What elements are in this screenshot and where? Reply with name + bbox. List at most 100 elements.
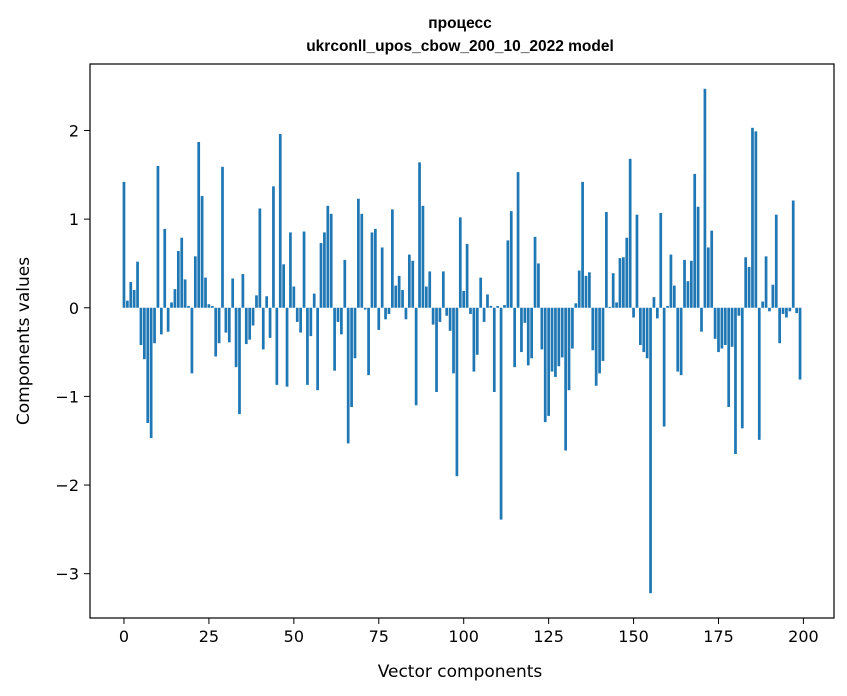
bar-77	[384, 307, 387, 320]
bar-15	[173, 289, 177, 308]
bar-64	[340, 307, 343, 335]
bar-43	[268, 307, 272, 338]
chart-title-line-2: ukrconll_upos_cbow_200_10_2022 model	[306, 38, 614, 55]
bar-137	[588, 272, 591, 308]
bar-14	[170, 302, 173, 308]
plot-area-frame	[89, 63, 835, 619]
bar-181	[737, 307, 741, 316]
y-tick-label: 2	[69, 121, 79, 140]
bar-0	[122, 181, 126, 308]
bar-17	[180, 237, 184, 308]
bar-197	[791, 200, 795, 308]
bar-119	[526, 307, 530, 366]
bar-6	[143, 307, 146, 360]
x-tick-label: 0	[119, 627, 129, 646]
bar-96	[448, 307, 452, 331]
bar-169	[696, 206, 700, 308]
bar-29	[221, 166, 224, 308]
bar-130	[564, 307, 567, 451]
bar-146	[618, 258, 622, 308]
bar-4	[136, 261, 139, 308]
bar-180	[734, 307, 737, 455]
x-tick-label: 125	[533, 627, 564, 646]
bar-21	[193, 256, 197, 308]
x-tick-label: 25	[199, 627, 219, 646]
bar-81	[397, 275, 401, 308]
bar-105	[479, 277, 483, 308]
bar-133	[574, 303, 578, 308]
bar-74	[374, 228, 377, 308]
y-tick-label: −1	[55, 387, 79, 406]
bar-189	[764, 256, 768, 308]
x-tick-label: 175	[703, 627, 734, 646]
bar-28	[217, 307, 221, 344]
bar-19	[187, 305, 190, 308]
bar-101	[465, 243, 469, 308]
bar-194	[781, 307, 785, 314]
bar-61	[329, 213, 333, 308]
bar-34	[238, 307, 241, 415]
ticks-group: 0 25 50 75 100 125 150 175 200 −3 −2 −1 0 1 2	[55, 121, 818, 646]
bar-176	[720, 307, 724, 349]
bar-30	[224, 307, 228, 333]
bar-108	[489, 305, 493, 308]
bar-90	[428, 271, 432, 308]
bar-73	[370, 232, 374, 308]
bar-187	[757, 307, 761, 440]
x-tick-label: 75	[369, 627, 389, 646]
bar-76	[380, 247, 384, 308]
bar-13	[166, 307, 170, 332]
bar-38	[251, 307, 255, 326]
bar-177	[723, 307, 727, 345]
bar-69	[357, 198, 360, 308]
bar-141	[601, 307, 605, 361]
x-tick-label: 100	[448, 627, 479, 646]
bar-79	[391, 209, 394, 308]
bar-152	[639, 307, 642, 345]
bar-50	[292, 286, 296, 308]
bar-16	[176, 251, 180, 308]
bar-195	[785, 307, 788, 318]
bar-62	[333, 307, 336, 371]
y-tick-label: 1	[69, 210, 79, 229]
bar-175	[717, 307, 720, 353]
bar-182	[740, 307, 744, 429]
bar-23	[200, 196, 204, 308]
bar-25	[207, 304, 211, 308]
bar-131	[567, 307, 571, 391]
bar-51	[295, 307, 299, 322]
bar-48	[285, 307, 289, 387]
bar-123	[540, 307, 544, 350]
bar-26	[210, 305, 214, 308]
bar-127	[554, 307, 557, 377]
bar-89	[424, 286, 428, 308]
bar-158	[659, 212, 663, 308]
bar-66	[346, 307, 350, 444]
bar-125	[547, 307, 550, 416]
bar-140	[598, 307, 601, 374]
bar-124	[543, 307, 547, 423]
bar-3	[132, 290, 136, 308]
bar-122	[537, 263, 540, 308]
bar-136	[584, 275, 588, 308]
bar-138	[591, 307, 595, 351]
bar-93	[438, 307, 442, 322]
x-tick-label: 150	[618, 627, 649, 646]
bar-54	[306, 307, 309, 385]
y-tick-label: −3	[55, 565, 79, 584]
bar-37	[248, 307, 252, 340]
bar-68	[353, 307, 357, 359]
bar-174	[713, 307, 717, 339]
bar-10	[156, 165, 160, 308]
bar-161	[669, 254, 673, 308]
bar-118	[523, 307, 527, 323]
bar-162	[672, 285, 676, 308]
bar-163	[676, 307, 680, 372]
bar-1	[126, 300, 129, 308]
bar-159	[662, 307, 666, 427]
bar-22	[197, 142, 201, 308]
bar-36	[244, 307, 248, 345]
bar-185	[751, 127, 754, 308]
bar-80	[394, 285, 398, 308]
bar-154	[645, 307, 649, 359]
